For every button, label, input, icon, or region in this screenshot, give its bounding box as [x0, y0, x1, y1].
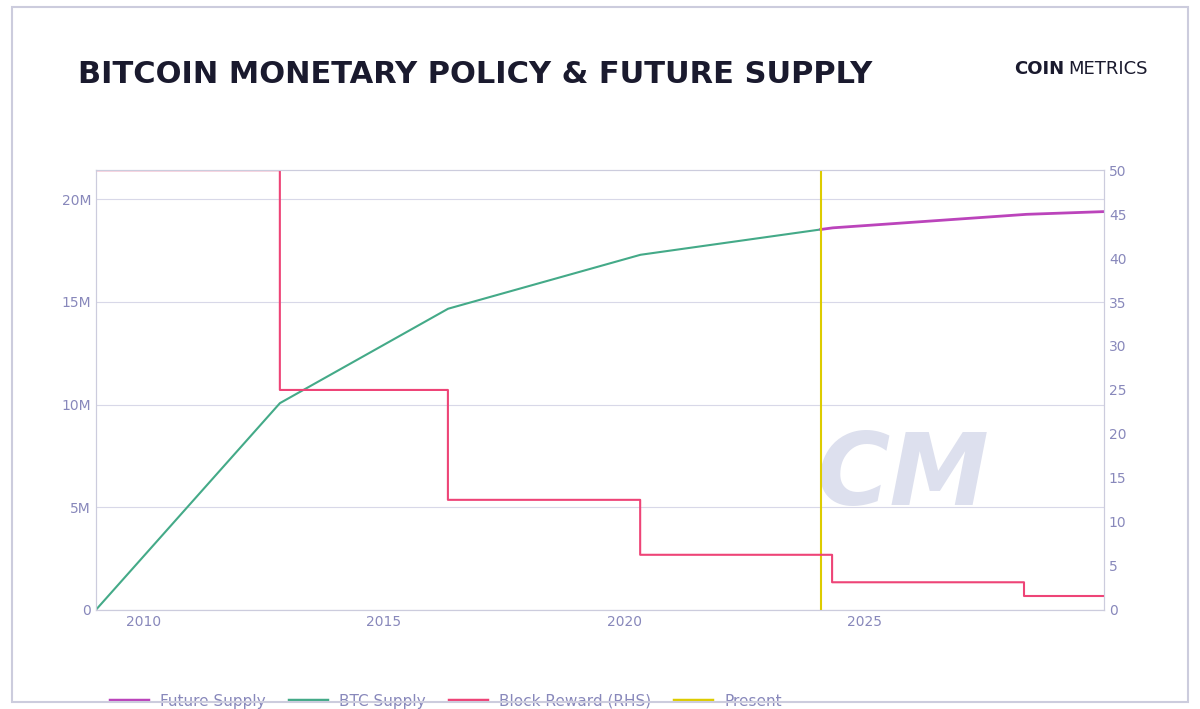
Text: COIN: COIN	[1014, 60, 1064, 78]
Text: BITCOIN MONETARY POLICY & FUTURE SUPPLY: BITCOIN MONETARY POLICY & FUTURE SUPPLY	[78, 60, 872, 89]
Text: CM: CM	[816, 430, 989, 526]
Text: METRICS: METRICS	[1068, 60, 1147, 78]
Legend: Future Supply, BTC Supply, Block Reward (RHS), Present: Future Supply, BTC Supply, Block Reward …	[103, 688, 788, 709]
